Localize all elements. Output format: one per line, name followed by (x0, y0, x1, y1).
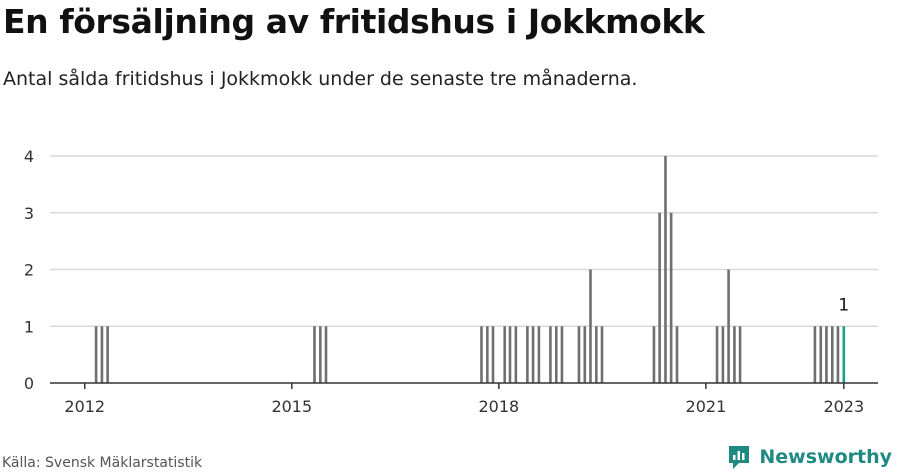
bar (664, 156, 667, 383)
bar (491, 326, 495, 383)
chart-subtitle: Antal sålda fritidshus i Jokkmokk under … (3, 68, 638, 90)
bar (600, 326, 604, 383)
bar (738, 326, 742, 383)
newsworthy-logo-icon (729, 446, 750, 469)
bar (721, 326, 725, 383)
x-tick-label: 2012 (64, 397, 105, 416)
x-tick-label: 2018 (478, 397, 519, 416)
x-tick-label: 2021 (686, 397, 727, 416)
bar (94, 326, 98, 383)
bar (508, 326, 512, 383)
y-tick-label: 2 (24, 261, 34, 280)
bar (813, 326, 817, 383)
bar (715, 326, 719, 383)
bar (825, 326, 828, 383)
bar (652, 326, 656, 383)
bar (526, 326, 529, 383)
bar (554, 326, 558, 383)
y-tick-label: 3 (24, 204, 34, 223)
bar (830, 326, 834, 383)
bar (549, 326, 552, 383)
bar (658, 212, 661, 383)
bar (514, 326, 518, 383)
bar (560, 326, 564, 383)
x-tick-label: 2023 (823, 397, 864, 416)
y-tick-label: 1 (24, 317, 34, 336)
bar (100, 326, 104, 383)
y-tick-label: 0 (24, 374, 34, 393)
bar (819, 326, 823, 383)
y-tick-label: 4 (24, 147, 34, 166)
bar-highlight (842, 326, 846, 383)
bar (595, 326, 598, 383)
highlight-value-label: 1 (838, 295, 849, 315)
chart-title: En försäljning av fritidshus i Jokkmokk (3, 2, 705, 41)
bar (486, 326, 489, 383)
bar (106, 326, 109, 383)
bar (531, 326, 535, 383)
bar (727, 269, 730, 383)
x-tick-label: 2015 (271, 397, 312, 416)
bar (589, 269, 592, 383)
source-note: Källa: Svensk Mäklarstatistik (2, 455, 203, 471)
bar (313, 326, 316, 383)
brand-name: Newsworthy (759, 446, 892, 468)
bar (733, 326, 736, 383)
brand-logo[interactable]: Newsworthy (727, 444, 892, 470)
bar (836, 326, 840, 383)
bar (675, 326, 679, 383)
bar (324, 326, 328, 383)
bar (583, 326, 587, 383)
bar (537, 326, 541, 383)
bar (319, 326, 322, 383)
bar (503, 326, 507, 383)
bar (577, 326, 581, 383)
bar (480, 326, 483, 383)
bar (669, 212, 673, 383)
